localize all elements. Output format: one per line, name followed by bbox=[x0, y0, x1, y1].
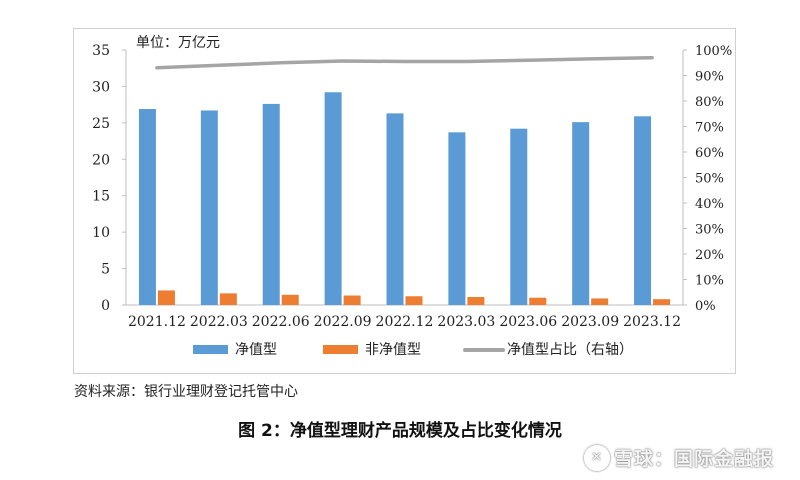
legend-swatch-nav bbox=[193, 345, 228, 354]
legend-label: 净值型 bbox=[235, 342, 277, 358]
x-tick-label: 2023.09 bbox=[561, 314, 619, 330]
snowball-logo-icon: ✕ bbox=[583, 444, 610, 471]
right-tick-label: 80% bbox=[695, 95, 724, 110]
right-tick-label: 20% bbox=[695, 248, 724, 263]
legend-label: 净值型占比（右轴） bbox=[507, 342, 633, 358]
left-tick-label: 0 bbox=[101, 298, 110, 314]
right-tick-label: 30% bbox=[695, 223, 724, 238]
x-tick-label: 2023.06 bbox=[499, 314, 557, 330]
right-tick-label: 60% bbox=[695, 146, 724, 161]
bar-non-nav bbox=[467, 296, 485, 305]
left-tick-label: 5 bbox=[101, 262, 110, 278]
bar-nav bbox=[448, 132, 466, 305]
bar-nav bbox=[138, 109, 156, 305]
bar-non-nav bbox=[591, 298, 609, 305]
right-tick-label: 0% bbox=[695, 299, 716, 314]
figure-caption: 图 2：净值型理财产品规模及占比变化情况 bbox=[238, 421, 562, 441]
source-note: 资料来源：银行业理财登记托管中心 bbox=[74, 384, 298, 400]
left-tick-label: 30 bbox=[92, 79, 110, 95]
x-tick-label: 2022.06 bbox=[252, 314, 310, 330]
legend-label: 非净值型 bbox=[365, 342, 421, 358]
bar-nav bbox=[386, 113, 404, 305]
right-tick-label: 90% bbox=[695, 70, 724, 85]
x-tick-label: 2022.09 bbox=[314, 314, 372, 330]
left-tick-label: 35 bbox=[92, 43, 110, 59]
bar-non-nav bbox=[653, 299, 671, 305]
left-tick-label: 10 bbox=[92, 225, 110, 241]
unit-label: 单位：万亿元 bbox=[136, 35, 220, 51]
bar-nav bbox=[510, 128, 528, 305]
bar-non-nav bbox=[343, 295, 361, 305]
bar-nav bbox=[200, 110, 218, 305]
x-tick-label: 2022.12 bbox=[376, 314, 434, 330]
x-tick-label: 2022.03 bbox=[190, 314, 248, 330]
bar-non-nav bbox=[405, 296, 423, 305]
right-tick-label: 40% bbox=[695, 197, 724, 212]
x-tick-label: 2021.12 bbox=[128, 314, 186, 330]
right-tick-label: 10% bbox=[695, 274, 724, 289]
legend-swatch-non-nav bbox=[323, 345, 358, 354]
bar-nav bbox=[262, 103, 280, 306]
bar-nav bbox=[572, 122, 590, 305]
bar-non-nav bbox=[157, 290, 175, 305]
bar-non-nav bbox=[219, 293, 237, 305]
left-tick-label: 15 bbox=[92, 189, 110, 205]
bar-nav bbox=[324, 92, 342, 305]
right-tick-label: 70% bbox=[695, 121, 724, 136]
left-tick-label: 25 bbox=[92, 116, 110, 132]
watermark: ✕ 雪球：国际金融报 bbox=[583, 444, 774, 471]
bar-non-nav bbox=[281, 294, 299, 305]
right-tick-label: 100% bbox=[695, 44, 732, 59]
chart-frame bbox=[73, 28, 736, 374]
watermark-text: 雪球：国际金融报 bbox=[613, 448, 774, 470]
right-tick-label: 50% bbox=[695, 172, 724, 187]
ratio-line bbox=[155, 55, 654, 70]
bar-non-nav bbox=[529, 297, 547, 305]
x-tick-label: 2023.12 bbox=[623, 314, 681, 330]
bar-nav bbox=[634, 116, 652, 305]
x-tick-label: 2023.03 bbox=[437, 314, 495, 330]
left-tick-label: 20 bbox=[92, 152, 110, 168]
